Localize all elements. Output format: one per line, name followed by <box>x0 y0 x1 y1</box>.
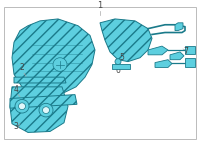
Polygon shape <box>175 23 183 31</box>
Polygon shape <box>10 95 77 108</box>
Circle shape <box>39 103 53 117</box>
Text: 3: 3 <box>14 122 18 131</box>
Circle shape <box>15 100 29 113</box>
Text: 6: 6 <box>116 66 120 75</box>
Polygon shape <box>155 60 172 67</box>
Circle shape <box>115 59 121 65</box>
Text: 4: 4 <box>14 85 18 94</box>
Polygon shape <box>10 87 68 132</box>
Text: 1: 1 <box>97 1 103 10</box>
Circle shape <box>42 107 50 113</box>
Polygon shape <box>148 46 168 55</box>
FancyBboxPatch shape <box>184 46 194 54</box>
Polygon shape <box>100 19 152 62</box>
Polygon shape <box>170 52 184 60</box>
Circle shape <box>18 103 26 110</box>
Circle shape <box>53 58 67 71</box>
Text: 2: 2 <box>20 63 25 72</box>
FancyBboxPatch shape <box>112 64 130 69</box>
Polygon shape <box>12 19 95 96</box>
FancyBboxPatch shape <box>184 58 194 67</box>
Polygon shape <box>14 77 66 83</box>
Text: 7: 7 <box>183 47 188 56</box>
Text: 5: 5 <box>120 53 124 62</box>
